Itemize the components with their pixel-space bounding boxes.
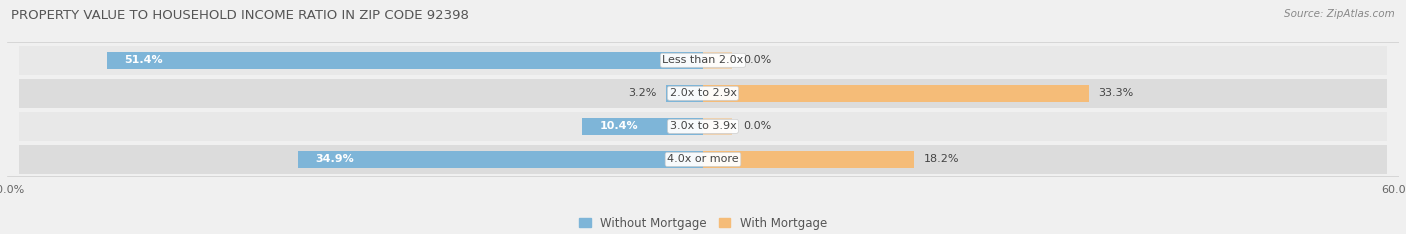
Bar: [703, 52, 733, 69]
Text: 18.2%: 18.2%: [924, 154, 959, 165]
Legend: Without Mortgage, With Mortgage: Without Mortgage, With Mortgage: [579, 217, 827, 230]
Bar: [18, 145, 1388, 174]
Bar: [666, 85, 703, 102]
Text: 33.3%: 33.3%: [1098, 88, 1133, 98]
Bar: [703, 151, 914, 168]
Text: 3.2%: 3.2%: [628, 88, 657, 98]
Bar: [703, 85, 1090, 102]
Text: 0.0%: 0.0%: [744, 55, 772, 65]
Bar: [107, 52, 703, 69]
Bar: [18, 46, 1388, 75]
Text: 34.9%: 34.9%: [315, 154, 354, 165]
Bar: [18, 112, 1388, 141]
Text: Source: ZipAtlas.com: Source: ZipAtlas.com: [1284, 9, 1395, 19]
Bar: [703, 118, 733, 135]
Bar: [298, 151, 703, 168]
Text: 3.0x to 3.9x: 3.0x to 3.9x: [669, 121, 737, 131]
Text: 10.4%: 10.4%: [600, 121, 638, 131]
Text: Less than 2.0x: Less than 2.0x: [662, 55, 744, 65]
Bar: [582, 118, 703, 135]
Bar: [18, 79, 1388, 108]
Text: 51.4%: 51.4%: [124, 55, 163, 65]
Text: PROPERTY VALUE TO HOUSEHOLD INCOME RATIO IN ZIP CODE 92398: PROPERTY VALUE TO HOUSEHOLD INCOME RATIO…: [11, 9, 470, 22]
Text: 4.0x or more: 4.0x or more: [668, 154, 738, 165]
Text: 2.0x to 2.9x: 2.0x to 2.9x: [669, 88, 737, 98]
Text: 0.0%: 0.0%: [744, 121, 772, 131]
